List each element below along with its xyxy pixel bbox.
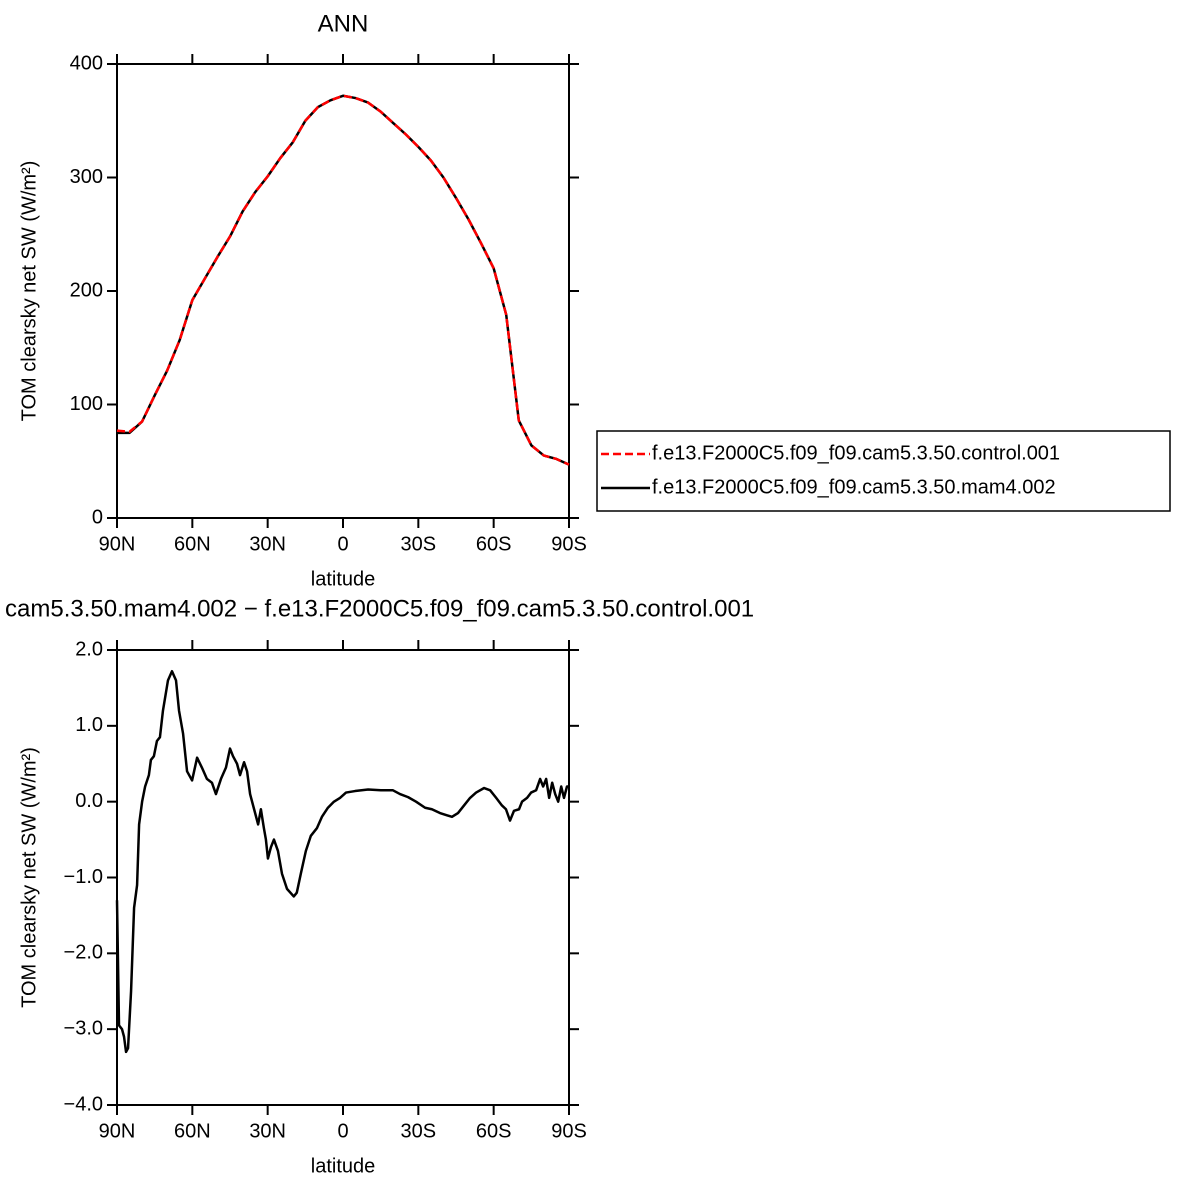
x-tick-label: 60N xyxy=(174,533,211,555)
x-tick-label: 90S xyxy=(551,533,587,555)
y-tick-label: 2.0 xyxy=(75,638,103,660)
y-axis-label: TOM clearsky net SW (W/m²) xyxy=(18,161,40,422)
y-tick-label: 1.0 xyxy=(75,714,103,736)
y-axis-label: TOM clearsky net SW (W/m²) xyxy=(18,747,40,1008)
x-tick-label: 30S xyxy=(401,1120,437,1142)
legend-label: f.e13.F2000C5.f09_f09.cam5.3.50.mam4.002 xyxy=(652,476,1056,498)
y-tick-label: −1.0 xyxy=(64,866,103,888)
x-tick-label: 30N xyxy=(249,1120,286,1142)
y-tick-label: 300 xyxy=(70,166,103,188)
y-tick-label: 200 xyxy=(70,279,103,301)
data-line xyxy=(117,94,570,466)
chart-title: ANN xyxy=(318,10,369,37)
legend-box xyxy=(596,430,1171,512)
x-tick-label: 60S xyxy=(476,533,512,555)
y-tick-label: −4.0 xyxy=(64,1093,103,1115)
x-axis-label: latitude xyxy=(311,568,376,590)
x-axis-label: latitude xyxy=(311,1155,376,1177)
x-tick-label: 90S xyxy=(551,1120,587,1142)
chart-title: cam5.3.50.mam4.002 − f.e13.F2000C5.f09_f… xyxy=(5,595,754,622)
x-tick-label: 60N xyxy=(174,1120,211,1142)
plot-frame xyxy=(116,649,570,1106)
y-tick-label: 100 xyxy=(70,393,103,415)
y-tick-label: 0 xyxy=(92,506,103,528)
x-tick-label: 60S xyxy=(476,1120,512,1142)
data-line xyxy=(116,94,570,466)
y-tick-label: −2.0 xyxy=(64,942,103,964)
x-tick-label: 0 xyxy=(337,1120,348,1142)
y-tick-label: −3.0 xyxy=(64,1017,103,1039)
y-tick-label: 400 xyxy=(70,52,103,74)
y-tick-label: 0.0 xyxy=(75,790,103,812)
x-tick-label: 30S xyxy=(401,533,437,555)
x-tick-label: 90N xyxy=(99,1120,136,1142)
x-tick-label: 0 xyxy=(337,533,348,555)
data-line xyxy=(115,669,569,1054)
x-tick-label: 30N xyxy=(249,533,286,555)
x-tick-label: 90N xyxy=(99,533,136,555)
legend-label: f.e13.F2000C5.f09_f09.cam5.3.50.control.… xyxy=(652,442,1060,464)
plot-frame xyxy=(116,63,570,519)
